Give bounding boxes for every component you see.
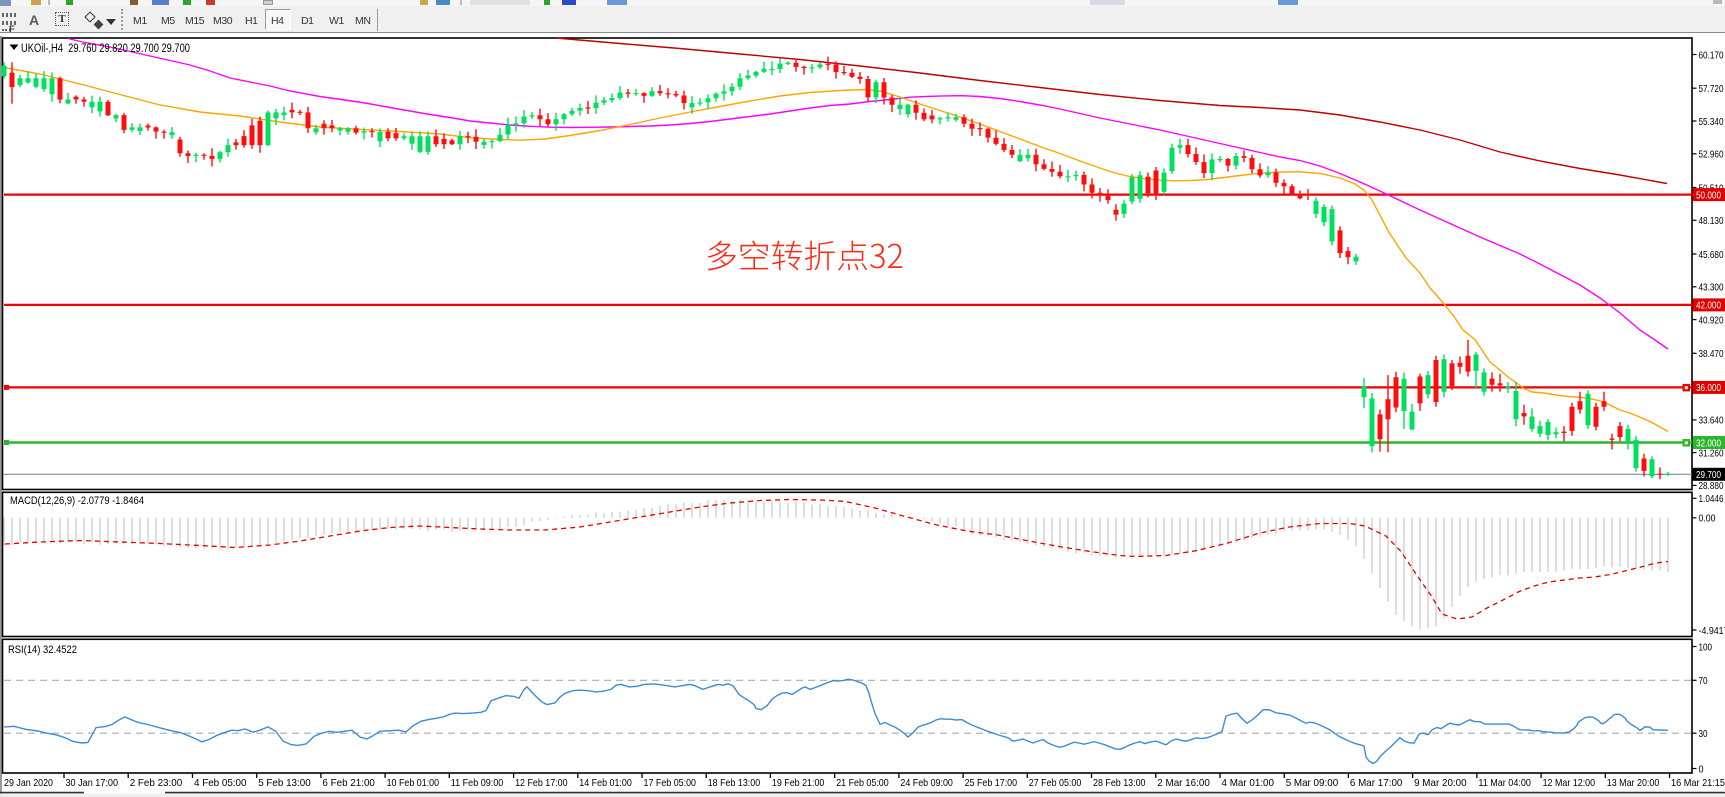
svg-text:28 Feb 13:00: 28 Feb 13:00 [1093,777,1146,789]
svg-text:29.700: 29.700 [1696,469,1721,481]
svg-text:70: 70 [1699,675,1708,687]
svg-text:30 Jan 17:00: 30 Jan 17:00 [66,777,119,789]
svg-text:1.0446: 1.0446 [1699,493,1724,505]
svg-text:17 Feb 05:00: 17 Feb 05:00 [644,777,697,789]
svg-text:36.000: 36.000 [1696,382,1721,394]
svg-text:43.300: 43.300 [1699,282,1724,294]
svg-text:11 Feb 09:00: 11 Feb 09:00 [451,777,504,789]
svg-text:5 Feb 13:00: 5 Feb 13:00 [258,777,311,789]
svg-text:0.00: 0.00 [1699,513,1716,525]
svg-text:60.170: 60.170 [1699,49,1724,61]
svg-text:9 Mar 20:00: 9 Mar 20:00 [1414,777,1467,789]
svg-text:5 Mar 09:00: 5 Mar 09:00 [1286,777,1339,789]
svg-text:30: 30 [1699,728,1708,740]
svg-text:21 Feb 05:00: 21 Feb 05:00 [836,777,889,789]
svg-text:29 Jan 2020: 29 Jan 2020 [4,777,53,789]
svg-text:6 Mar 17:00: 6 Mar 17:00 [1350,777,1403,789]
svg-text:4 Mar 01:00: 4 Mar 01:00 [1222,777,1275,789]
svg-text:32.000: 32.000 [1696,437,1721,449]
svg-text:19 Feb 21:00: 19 Feb 21:00 [772,777,825,789]
svg-text:13 Mar 20:00: 13 Mar 20:00 [1607,777,1660,789]
svg-text:2 Mar 16:00: 2 Mar 16:00 [1157,777,1210,789]
svg-text:40.920: 40.920 [1699,314,1724,326]
svg-text:16 Mar 21:15: 16 Mar 21:15 [1671,777,1725,789]
svg-text:14 Feb 01:00: 14 Feb 01:00 [579,777,632,789]
svg-text:0: 0 [1699,763,1704,775]
svg-text:55.340: 55.340 [1699,116,1724,128]
svg-text:12 Feb 17:00: 12 Feb 17:00 [515,777,568,789]
svg-text:2 Feb 23:00: 2 Feb 23:00 [130,777,183,789]
svg-text:27 Feb 05:00: 27 Feb 05:00 [1029,777,1082,789]
svg-text:24 Feb 09:00: 24 Feb 09:00 [900,777,953,789]
svg-text:18 Feb 13:00: 18 Feb 13:00 [708,777,761,789]
svg-text:4 Feb 05:00: 4 Feb 05:00 [194,777,247,789]
svg-text:38.470: 38.470 [1699,348,1724,360]
svg-text:42.000: 42.000 [1696,300,1721,312]
svg-text:-4.9417: -4.9417 [1699,625,1725,637]
svg-text:45.680: 45.680 [1699,249,1724,261]
svg-text:33.640: 33.640 [1699,415,1724,427]
svg-text:UKOil-,H4 29.760 29.820 29.70: UKOil-,H4 29.760 29.820 29.700 29.700 [21,43,190,55]
svg-text:12 Mar 12:00: 12 Mar 12:00 [1543,777,1596,789]
svg-text:48.130: 48.130 [1699,215,1724,227]
svg-text:57.720: 57.720 [1699,83,1724,95]
svg-text:28.880: 28.880 [1699,480,1724,492]
svg-text:52.960: 52.960 [1699,149,1724,161]
svg-text:25 Feb 17:00: 25 Feb 17:00 [965,777,1018,789]
svg-text:31.260: 31.260 [1699,447,1724,459]
svg-text:RSI(14) 32.4522: RSI(14) 32.4522 [8,644,77,656]
svg-text:11 Mar 04:00: 11 Mar 04:00 [1478,777,1531,789]
svg-text:50.000: 50.000 [1696,189,1721,201]
svg-text:MACD(12,26,9) -2.0779 -1.8464: MACD(12,26,9) -2.0779 -1.8464 [10,495,144,507]
svg-text:6 Feb 21:00: 6 Feb 21:00 [322,777,375,789]
svg-text:10 Feb 01:00: 10 Feb 01:00 [387,777,440,789]
svg-text:100: 100 [1699,641,1713,653]
